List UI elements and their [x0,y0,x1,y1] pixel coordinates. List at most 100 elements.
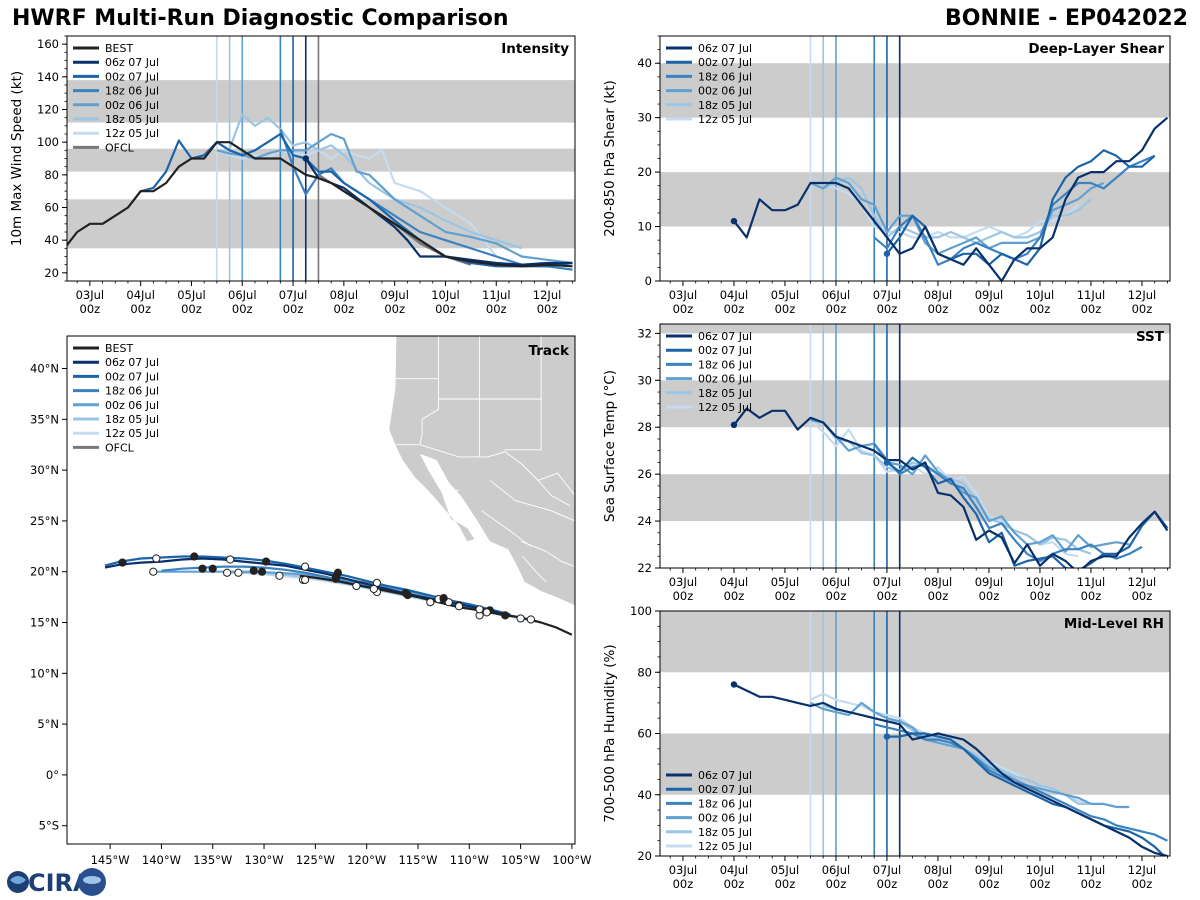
track-position-marker-18z-05-jul [369,584,378,594]
intensity-xtick-day-label: 06Jul [228,288,257,302]
intensity-xtick-hour-label: 00z [130,302,151,316]
intensity-threshold-band [67,80,575,123]
track-panel: 5°S 0° 5°N 10°N 15°N 20°N 25°N 30°N 35°N 40°N 145°… [30,335,591,867]
shear-xtick-hour-label: 00z [928,302,949,316]
rh-xtick-hour-label: 00z [724,877,745,891]
track-position-marker-18z-05-jul [454,602,464,611]
intensity-init-marker-06z-07-jul [302,155,309,162]
sst-xtick-hour-label: 00z [979,589,1000,603]
intensity-legend-label-00z-06-jul: 00z 06 Jul [105,99,159,112]
rh-ytick-label: 60 [637,727,652,741]
track-xtick-label: 115°W [398,853,437,867]
intensity-threshold-band [67,148,575,172]
intensity-xtick-hour-label: 00z [232,302,253,316]
track-xtick-label: 145°W [91,853,130,867]
track-position-marker-18z-06-jul [401,588,410,598]
shear-legend-label-12z-05-jul: 12z 05 Jul [698,113,752,126]
intensity-series-18z-06-jul [279,128,573,271]
rh-init-marker-00z-07-jul [883,733,891,740]
sst-ytick-label: 22 [637,561,652,575]
track-position-marker-06z-07-jul [190,552,199,561]
sst-plot-area [660,324,1170,568]
sst-panel: 22242628303203Jul00z04Jul00z05Jul00z06Ju… [602,323,1171,603]
rh-xtick-day-label: 07Jul [873,863,902,877]
shear-xtick-hour-label: 00z [826,302,847,316]
sst-xtick-hour-label: 00z [1030,589,1051,603]
sst-xtick-day-label: 07Jul [873,575,902,589]
rh-xtick-hour-label: 00z [979,877,1000,891]
track-position-marker-12z-05-jul [275,571,284,580]
rh-legend-label-00z-06-jul: 00z 06 Jul [698,812,752,825]
intensity-xtick-hour-label: 00z [283,302,304,316]
track-position-marker-00z-07-jul [152,554,161,563]
track-position-marker-00z-07-jul [300,562,310,571]
shear-legend-label-00z-06-jul: 00z 06 Jul [698,85,752,98]
track-position-marker-00z-06-jul [482,608,491,617]
track-legend-label-best: BEST [105,342,133,355]
rh-series-18z-06-jul [873,723,1168,842]
track-position-marker-12z-05-jul [526,615,535,624]
track-land [389,336,575,606]
track-legend-label-00z-06-jul: 00z 06 Jul [105,399,159,412]
shear-panel: 01020304003Jul00z04Jul00z05Jul00z06Jul00… [602,35,1171,316]
rh-xtick-hour-label: 00z [1132,877,1153,891]
intensity-ytick-label: 80 [44,168,59,182]
track-position-marker-06z-07-jul [118,558,127,567]
track-ytick-label: 5°S [39,819,59,833]
storm-name-title: BONNIE - EP042022 [945,6,1188,31]
intensity-series-12z-05-jul [216,149,498,258]
sst-init-marker-06z-07-jul [730,421,738,429]
sst-xtick-day-label: 05Jul [771,575,800,589]
cira-logo: CIRA [7,868,106,897]
rh-xtick-day-label: 11Jul [1077,863,1106,877]
rh-threshold-band [660,611,1170,673]
sst-legend-label-18z-05-jul: 18z 05 Jul [698,387,752,400]
intensity-xtick-hour-label: 00z [80,302,101,316]
sst-ytick-label: 24 [637,514,652,528]
shear-xtick-day-label: 05Jul [771,288,800,302]
rh-legend-label-18z-06-jul: 18z 06 Jul [698,797,752,810]
track-position-marker-ofcl [331,574,340,583]
track-legend-label-18z-06-jul: 18z 06 Jul [105,385,159,398]
rh-threshold-band [660,733,1170,795]
shear-init-marker-06z-07-jul [730,217,738,225]
rh-ytick-label: 20 [637,849,652,863]
shear-legend-label-00z-07-jul: 00z 07 Jul [698,56,752,69]
intensity-series-00z-06-jul [216,132,573,265]
figure-title: HWRF Multi-Run Diagnostic Comparison [12,6,509,31]
rh-panel: 2040608010003Jul00z04Jul00z05Jul00z06Jul… [602,604,1171,891]
sst-xtick-hour-label: 00z [877,589,898,603]
sst-panel-title: SST [1136,329,1165,345]
shear-xtick-hour-label: 00z [1030,302,1051,316]
shear-ylabel: 200-850 hPa Shear (kt) [602,80,618,237]
shear-ytick-label: 0 [645,274,652,288]
sst-axes-frame [659,323,1171,569]
rh-xtick-hour-label: 00z [673,877,694,891]
track-position-marker-12z-05-jul [426,598,435,607]
sst-threshold-band [660,474,1170,522]
sst-ytick-label: 32 [637,326,652,340]
track-panel-title: Track [529,343,570,359]
rh-xtick-hour-label: 00z [877,877,898,891]
intensity-ytick-label: 60 [44,201,59,215]
track-xtick-label: 130°W [245,853,284,867]
track-plot-area [104,336,575,636]
intensity-legend-label-18z-06-jul: 18z 06 Jul [105,85,159,98]
track-legend-label-ofcl: OFCL [105,441,135,454]
rh-xtick-day-label: 04Jul [720,863,749,877]
sst-ytick-label: 28 [637,420,652,434]
track-position-marker-18z-05-jul [300,575,310,584]
sst-threshold-band [660,380,1170,428]
shear-xtick-hour-label: 00z [877,302,898,316]
intensity-xtick-day-label: 12Jul [533,288,562,302]
track-position-marker-06z-07-jul [501,611,510,620]
rh-xtick-day-label: 08Jul [924,863,953,877]
sst-legend-label-00z-06-jul: 00z 06 Jul [698,373,752,386]
sst-xtick-day-label: 10Jul [1026,575,1055,589]
intensity-ytick-label: 100 [37,135,59,149]
rh-xtick-hour-label: 00z [1081,877,1102,891]
sst-ytick-label: 26 [637,467,652,481]
sst-legend-label-12z-05-jul: 12z 05 Jul [698,401,752,414]
shear-ytick-label: 10 [637,220,652,234]
track-ytick-label: 5°N [37,717,59,731]
